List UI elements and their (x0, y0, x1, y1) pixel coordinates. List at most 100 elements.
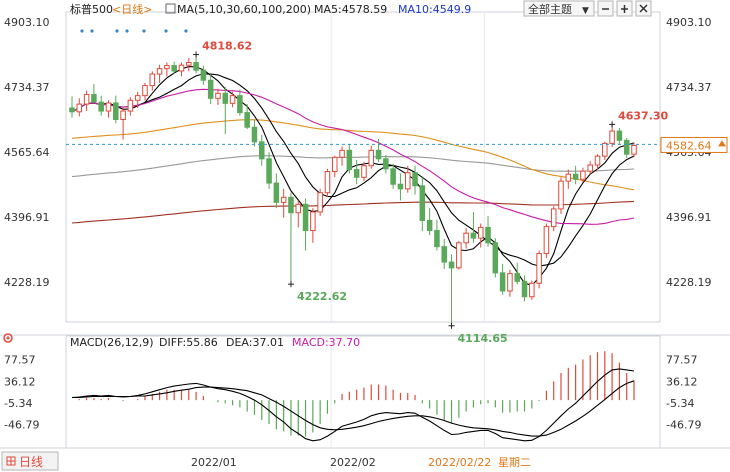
macd-tick-label: 36.12 (666, 375, 698, 388)
ma5-value: MA5:4578.59 (314, 3, 387, 16)
price-annotations: 4818.62 4637.30 4222.62 4114.65 (80, 29, 669, 345)
candle (149, 71, 156, 91)
candle (507, 269, 513, 297)
minus-icon[interactable] (597, 0, 614, 17)
candle (361, 161, 367, 182)
x-tick-label: 2022/02 (330, 456, 376, 469)
y-tick-label: 4396.91 (4, 211, 50, 224)
candle (215, 88, 221, 105)
candle (273, 173, 280, 209)
candle (470, 211, 477, 243)
candle (324, 168, 331, 198)
cursor-weekday: 星期二 (498, 456, 531, 469)
close-icon[interactable] (635, 0, 652, 17)
candle (521, 275, 528, 302)
candle (580, 167, 586, 182)
candle (120, 107, 126, 140)
macd-dea-value: DEA:37.01 (226, 336, 284, 349)
candle (485, 215, 491, 247)
candle (76, 98, 83, 117)
y-tick-label: 4228.19 (666, 276, 712, 289)
chevron-down-icon: ▼ (582, 6, 589, 16)
dea-line (72, 380, 635, 437)
candle (105, 100, 112, 118)
candle (616, 127, 623, 145)
candle (134, 91, 141, 108)
macd-axis-right: 77.57 36.12 -5.34 -46.79 (666, 354, 701, 432)
candle (390, 163, 396, 189)
candle (222, 86, 229, 135)
macd-axis-left: 77.57 36.12 -5.34 -46.79 (4, 354, 39, 432)
current-price-value: 4582.64 (666, 139, 712, 152)
candle (536, 250, 542, 289)
candle (412, 165, 418, 195)
candle (346, 144, 353, 174)
macd-panel-frame (65, 335, 661, 449)
period-link[interactable]: <日线> (112, 2, 152, 16)
low-label: 4222.62 (297, 290, 347, 303)
candle (565, 169, 572, 189)
x-tick-label: 2022/01 (191, 456, 237, 469)
macd-tick-label: 77.57 (666, 354, 698, 367)
candle (178, 62, 185, 77)
candle (98, 95, 104, 116)
candle (514, 262, 520, 285)
macd-tick-label: -5.34 (666, 397, 694, 410)
candle (302, 198, 309, 251)
candle (558, 177, 564, 214)
candle (339, 146, 345, 166)
checkbox-icon[interactable] (165, 3, 176, 14)
candle (193, 54, 199, 74)
candle (295, 200, 302, 228)
macd-lines (71, 368, 635, 442)
candle (331, 155, 338, 178)
period-button[interactable]: 日线 (1, 451, 59, 471)
candle (477, 223, 484, 248)
theme-dropdown[interactable]: 全部主题 ▼ (523, 0, 595, 17)
signal-dot (90, 29, 94, 33)
candle (529, 280, 535, 300)
candle (288, 192, 294, 285)
ma100-line (71, 155, 635, 178)
candle (397, 173, 404, 201)
plus-icon[interactable] (616, 0, 633, 17)
macd-value: MACD:37.70 (292, 336, 360, 349)
low-label: 4114.65 (458, 332, 508, 345)
candle (572, 165, 579, 185)
symbol-label: 标普500 (70, 2, 113, 16)
macd-tick-label: 77.57 (4, 354, 36, 367)
candle (623, 138, 630, 159)
candle (171, 61, 177, 75)
candle (186, 57, 192, 72)
y-tick-label: 4396.91 (666, 211, 712, 224)
signal-dot (184, 29, 188, 33)
candle (156, 64, 163, 83)
y-tick-label: 4903.10 (666, 16, 712, 29)
candlesticks (69, 54, 637, 326)
current-price-tag (660, 136, 728, 153)
macd-tick-label: 36.12 (4, 375, 36, 388)
moving-average-lines (71, 66, 635, 286)
candle (317, 188, 323, 216)
cursor-date: 2022/02/22 (428, 456, 491, 469)
candle (142, 82, 148, 101)
candle (594, 154, 601, 170)
y-tick-label: 4734.37 (666, 81, 712, 94)
candle (448, 254, 455, 326)
candle (91, 84, 97, 103)
candle (456, 240, 462, 270)
candle (113, 95, 119, 124)
ma30-line (71, 88, 635, 225)
signal-dot (115, 29, 119, 33)
signal-dot (164, 29, 168, 33)
macd-tick-label: -5.34 (4, 397, 32, 410)
settings-icon[interactable] (3, 333, 13, 343)
candle (434, 219, 440, 251)
ma60-line (71, 119, 635, 191)
price-axis-left: 4903.10 4734.37 4565.64 4396.91 4228.19 (4, 16, 50, 289)
candle (441, 238, 447, 269)
candle (259, 134, 265, 166)
price-panel-frame (65, 11, 661, 323)
y-tick-label: 4228.19 (4, 276, 50, 289)
candle (229, 91, 236, 108)
